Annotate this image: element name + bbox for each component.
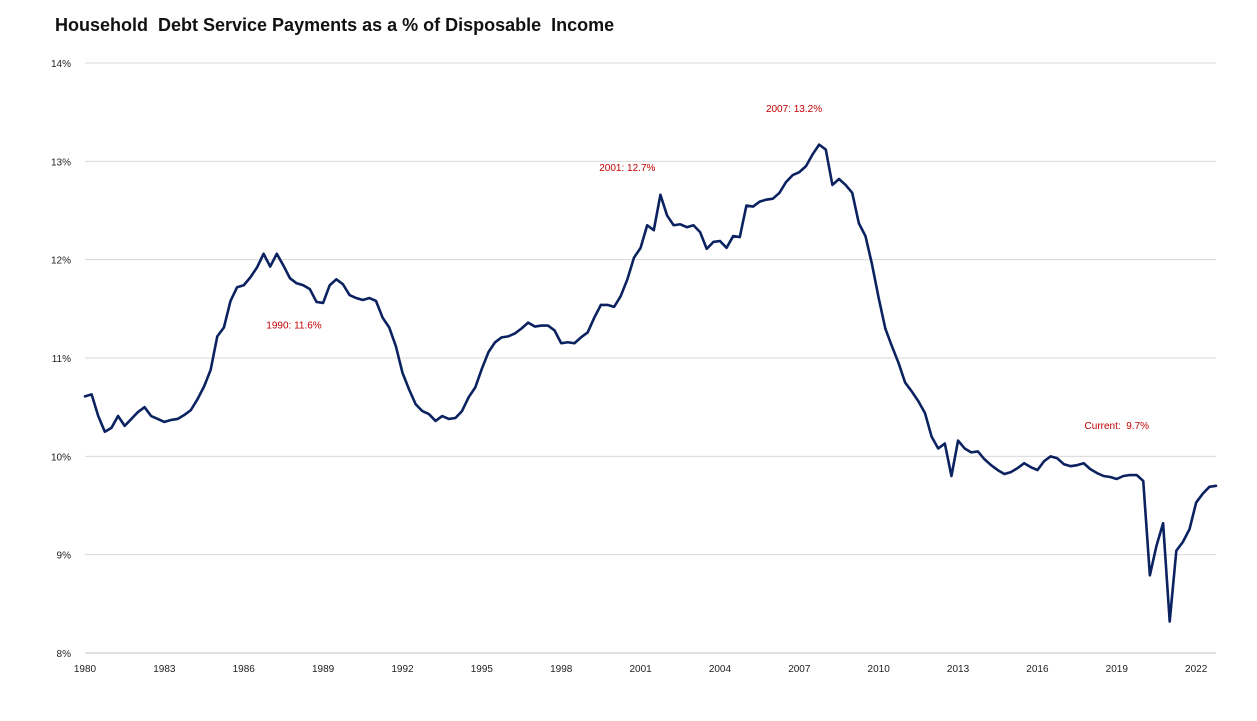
gridlines <box>85 62 1216 654</box>
annotation-label: 2001: 12.7% <box>599 163 655 174</box>
x-tick-label: 2022 <box>1185 664 1208 675</box>
y-tick-label: 11% <box>52 354 71 365</box>
annotation-label: 2007: 13.2% <box>766 104 822 115</box>
y-tick-label: 9% <box>57 551 72 562</box>
y-tick-label: 13% <box>51 157 71 168</box>
y-tick-label: 8% <box>57 649 72 660</box>
x-tick-label: 1989 <box>312 664 335 675</box>
x-tick-label: 2013 <box>947 664 970 675</box>
x-tick-label: 1992 <box>391 664 414 675</box>
x-tick-label: 1980 <box>74 664 97 675</box>
x-tick-label: 2007 <box>788 664 811 675</box>
y-tick-label: 10% <box>51 452 71 463</box>
x-tick-label: 1986 <box>233 664 256 675</box>
chart-title: Household Debt Service Payments as a % o… <box>55 15 615 35</box>
annotation-label: Current: 9.7% <box>1085 421 1150 432</box>
y-tick-label: 12% <box>51 256 71 267</box>
x-tick-label: 2016 <box>1026 664 1049 675</box>
x-tick-label: 2001 <box>629 664 652 675</box>
x-tick-label: 2004 <box>709 664 732 675</box>
x-tick-label: 2019 <box>1106 664 1129 675</box>
x-tick-label: 1983 <box>153 664 176 675</box>
x-tick-label: 1998 <box>550 664 573 675</box>
y-tick-label: 14% <box>51 59 71 70</box>
series-line <box>83 143 1218 623</box>
y-axis-ticks: 8% 9% 10% 11% 12% 13% 14% <box>51 59 71 660</box>
x-tick-label: 1995 <box>471 664 494 675</box>
x-tick-label: 2010 <box>868 664 891 675</box>
x-axis-ticks: 1980 1983 1986 1989 1992 1995 1998 2001 2004 2007… <box>74 664 1208 675</box>
annotations: 1990: 11.6% 2001: 12.7% 2007: 13.2% Current… <box>266 104 1149 432</box>
annotation-label: 1990: 11.6% <box>266 321 322 332</box>
